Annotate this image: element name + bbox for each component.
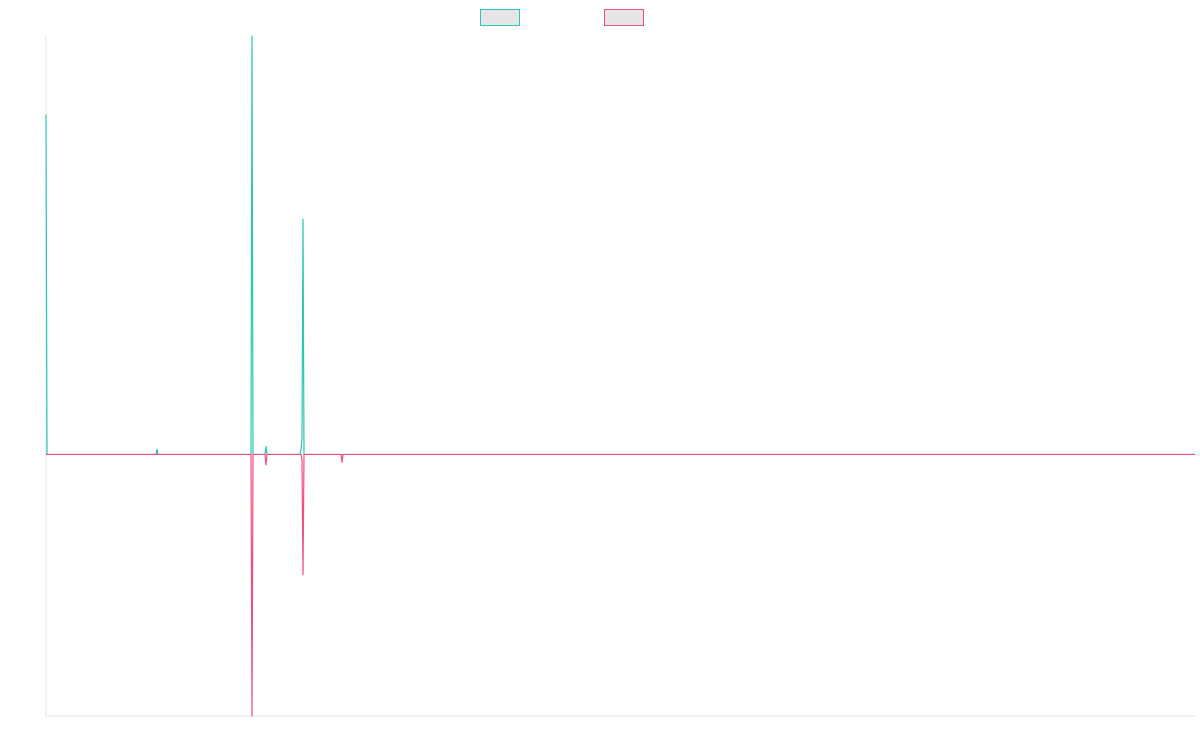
legend-item-series-1[interactable] <box>480 9 520 26</box>
series-line-1[interactable] <box>45 35 1195 456</box>
legend-swatch-series-2 <box>604 9 644 26</box>
series-layer <box>45 35 1195 717</box>
legend-item-series-2[interactable] <box>604 9 644 26</box>
axes <box>45 36 1195 717</box>
legend <box>0 9 1200 27</box>
series-line-2[interactable] <box>46 453 1195 717</box>
legend-swatch-series-1 <box>480 9 520 26</box>
